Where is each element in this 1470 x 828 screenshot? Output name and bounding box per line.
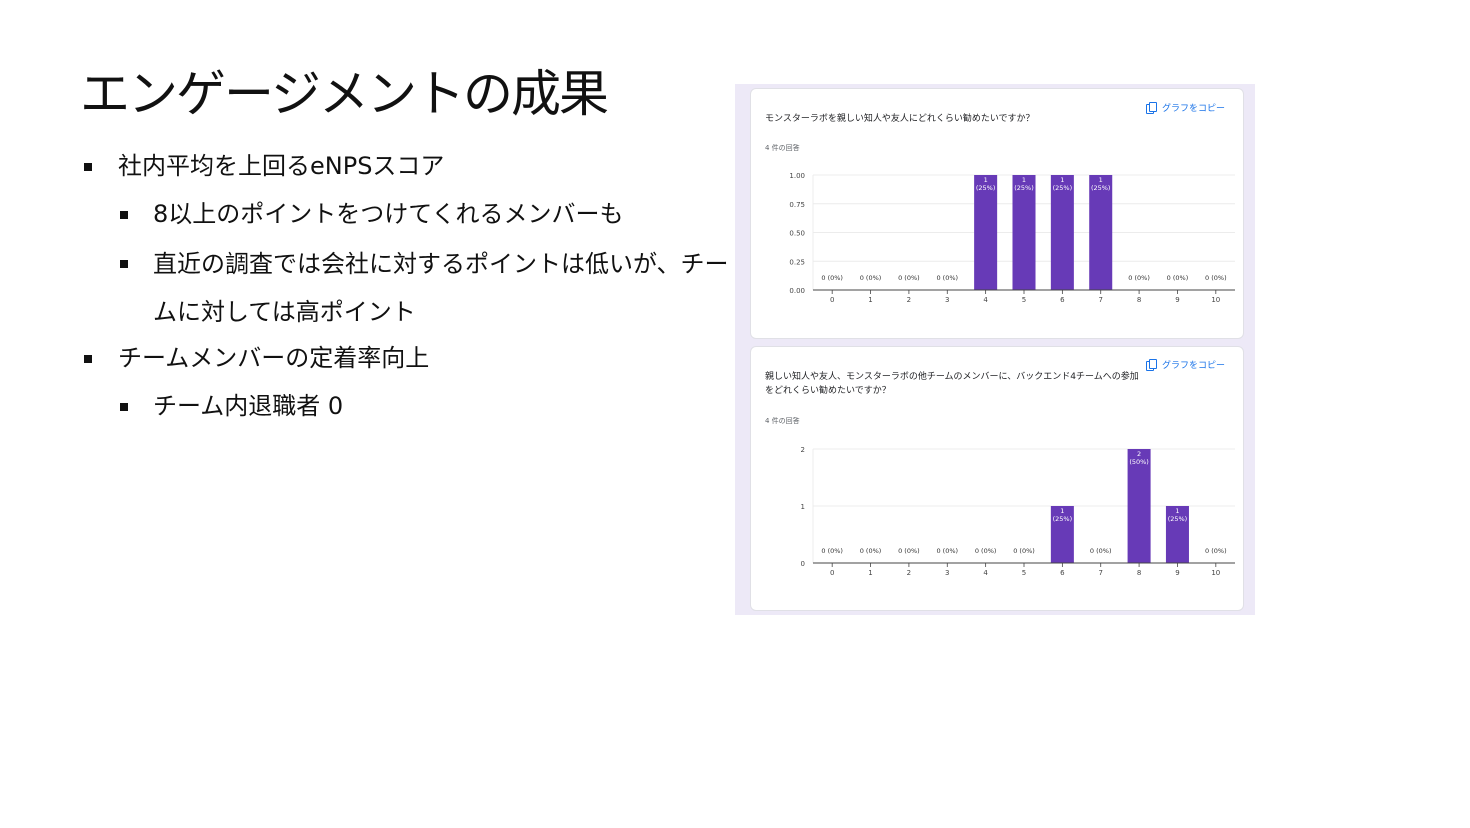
data-label: (25%) [1053,184,1073,192]
bar [1050,506,1074,563]
data-label: 0 (0%) [936,547,958,555]
question-title: 親しい知人や友人、モンスターラボの他チームのメンバーに、バックエンド4チームへの… [765,372,1139,396]
x-tick-label: 10 [1211,296,1220,304]
x-tick-label: 8 [1137,569,1141,577]
bullet-square-icon [120,403,128,411]
data-label: 0 (0%) [860,274,882,282]
data-label: 1 [984,176,988,184]
bullet-square-icon [84,355,92,363]
data-label: 0 (0%) [898,547,920,555]
data-label: 0 (0%) [1205,547,1227,555]
data-label: (50%) [1129,458,1149,466]
sub-bullet-item: 8以上のポイントをつけてくれるメンバーも [80,192,740,240]
response-count: 4 件の回答 [765,417,800,425]
data-label: (25%) [1168,515,1188,523]
data-label: 0 (0%) [1205,274,1227,282]
bar [1012,175,1036,290]
x-tick-label: 8 [1137,296,1141,304]
x-tick-label: 0 [830,569,834,577]
data-label: 0 (0%) [1128,274,1150,282]
data-label: 1 [1175,507,1179,515]
bullet-text: チーム内退職者 0 [153,392,344,420]
bar [974,175,998,290]
data-label: 1 [1060,176,1064,184]
bullet-square-icon [84,163,92,171]
y-tick-label: 0.25 [789,258,805,266]
data-label: 0 (0%) [1167,274,1189,282]
x-tick-label: 2 [907,296,911,304]
x-tick-label: 6 [1060,296,1065,304]
x-tick-label: 2 [907,569,911,577]
x-tick-label: 4 [983,569,988,577]
data-label: (25%) [976,184,996,192]
y-tick-label: 0 [801,560,805,568]
y-tick-label: 0.00 [789,287,805,295]
x-tick-label: 4 [983,296,988,304]
x-tick-label: 3 [945,296,949,304]
x-tick-label: 1 [868,569,872,577]
x-tick-label: 1 [868,296,872,304]
data-label: (25%) [1014,184,1034,192]
data-label: 0 (0%) [936,274,958,282]
x-tick-label: 7 [1098,569,1102,577]
data-label: 0 (0%) [860,547,882,555]
bar [1165,506,1189,563]
response-count: 4 件の回答 [765,144,800,152]
bullet-list: 社内平均を上回るeNPSスコア 8以上のポイントをつけてくれるメンバーも 直近の… [80,144,740,432]
question-card: グラフをコピー 親しい知人や友人、モンスターラボの他チームのメンバーに、バックエ… [750,346,1244,611]
y-tick-label: 0.75 [789,201,805,209]
bullet-square-icon [120,260,128,268]
bullet-text: 社内平均を上回るeNPSスコア [118,152,445,180]
data-label: 0 (0%) [898,274,920,282]
copy-icon [1145,102,1157,114]
x-tick-label: 5 [1022,569,1026,577]
data-label: 0 (0%) [821,547,843,555]
data-label: 0 (0%) [1090,547,1112,555]
copy-chart-button[interactable]: グラフをコピー [1145,101,1225,114]
copy-chart-button[interactable]: グラフをコピー [1145,358,1225,371]
data-label: 1 [1099,176,1103,184]
y-tick-label: 1 [801,503,805,511]
x-tick-label: 3 [945,569,949,577]
data-label: 0 (0%) [1013,547,1035,555]
bullet-item: チームメンバーの定着率向上 [80,336,740,384]
y-tick-label: 1.00 [789,172,805,180]
bar [1127,449,1151,563]
data-label: 0 (0%) [821,274,843,282]
y-tick-label: 2 [801,446,805,454]
bar [1050,175,1074,290]
bar-chart: 0 1 2 0 0 (0%) 1 0 (0%) 2 0 (0%) 3 0 (0%) 4 0 (0%) 5 0… [801,446,1235,577]
x-tick-label: 6 [1060,569,1065,577]
bullet-text: チームメンバーの定着率向上 [118,344,430,372]
bar-chart: 0.00 0.25 0.50 0.75 1.00 0 0 (0%) 1 0 (0%) 2 0 (0%… [789,172,1235,304]
copy-icon [1145,359,1157,371]
x-tick-label: 7 [1098,296,1102,304]
copy-chart-label: グラフをコピー [1161,104,1225,114]
x-tick-label: 9 [1175,569,1179,577]
data-label: 2 [1137,450,1141,458]
slide-title: エンゲージメントの成果 [80,65,609,123]
y-tick-label: 0.50 [789,230,805,238]
x-tick-label: 9 [1175,296,1179,304]
question-title: モンスターラボを親しい知人や友人にどれくらい勧めたいですか？ [765,114,1035,124]
data-label: 1 [1022,176,1026,184]
bullet-item: 社内平均を上回るeNPSスコア [80,144,740,192]
data-label: (25%) [1053,515,1073,523]
bullet-square-icon [120,211,128,219]
bullet-text: 直近の調査では会社に対するポイントは低いが、チームに対しては高ポイント [153,250,729,326]
data-label: 0 (0%) [975,547,997,555]
question-card: グラフをコピー モンスターラボを親しい知人や友人にどれくらい勧めたいですか？ 4… [750,88,1244,339]
data-label: (25%) [1091,184,1111,192]
data-label: 1 [1060,507,1064,515]
copy-chart-label: グラフをコピー [1161,361,1225,371]
bar [1089,175,1113,290]
x-tick-label: 5 [1022,296,1026,304]
x-tick-label: 10 [1211,569,1220,577]
sub-bullet-item: チーム内退職者 0 [80,384,740,432]
bullet-text: 8以上のポイントをつけてくれるメンバーも [153,200,624,228]
sub-bullet-item: 直近の調査では会社に対するポイントは低いが、チームに対しては高ポイント [80,240,740,336]
x-tick-label: 0 [830,296,834,304]
